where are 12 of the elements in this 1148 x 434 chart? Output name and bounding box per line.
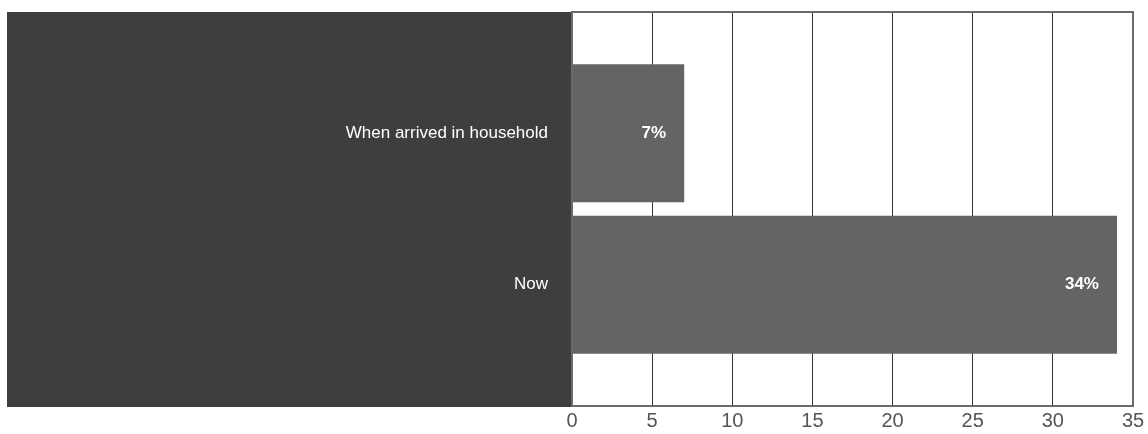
x-tick-label: 10 — [721, 408, 744, 431]
data-label: 7% — [641, 122, 667, 142]
y-tick-label: Now — [513, 274, 549, 294]
x-tick-label: 35 — [1121, 408, 1145, 431]
x-tick-label: 25 — [961, 408, 984, 431]
data-label: 34% — [1064, 274, 1099, 294]
x-tick-label: 20 — [881, 408, 904, 431]
x-tick-label: 5 — [646, 408, 658, 431]
x-tick-label: 0 — [566, 408, 578, 431]
x-tick-label: 30 — [1041, 408, 1064, 431]
y-tick-label: When arrived in household — [345, 122, 548, 142]
x-tick-label: 15 — [801, 408, 824, 431]
